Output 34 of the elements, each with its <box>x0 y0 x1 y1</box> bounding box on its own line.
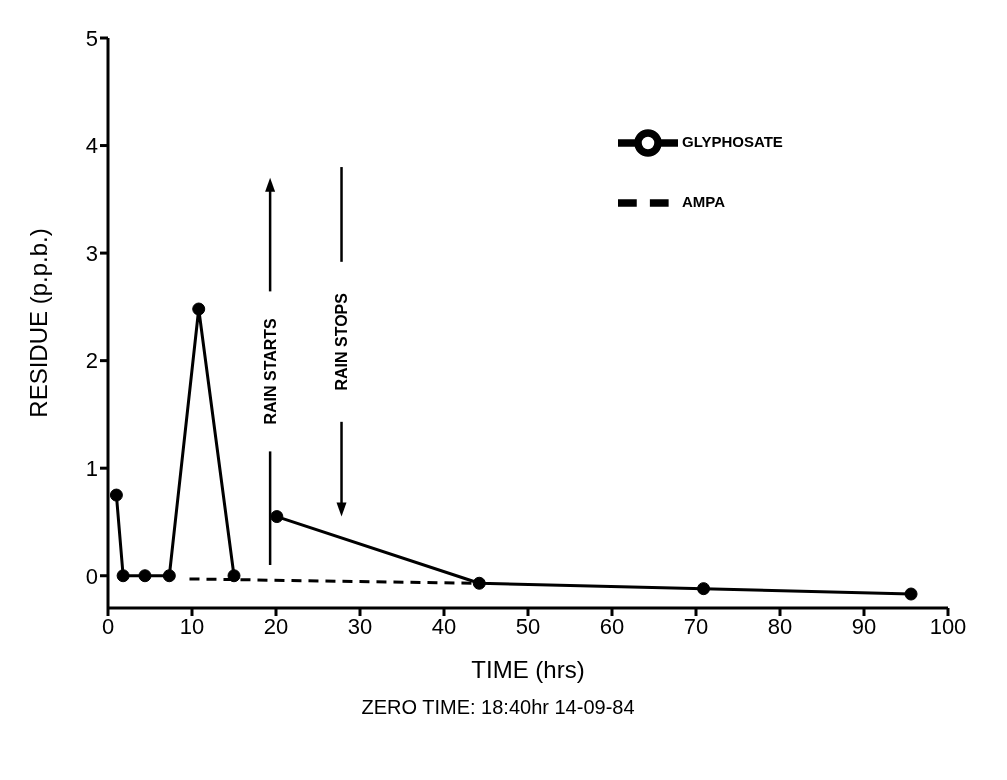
y-tick-label: 3 <box>85 240 98 266</box>
point <box>270 510 284 524</box>
text: ZERO TIME: 18:40hr 14-09-84 <box>360 696 636 719</box>
point <box>227 569 241 583</box>
y-tick-label: 5 <box>85 25 98 51</box>
x-tick-label: 80 <box>767 613 793 639</box>
point <box>162 569 176 583</box>
y-tick-label: 0 <box>85 563 98 589</box>
x-tick-label: 70 <box>683 613 709 639</box>
ref-line-label: RAIN STOPS <box>333 292 351 391</box>
x-tick-label: 0 <box>101 613 115 639</box>
x-tick-label: 40 <box>431 613 457 639</box>
point <box>472 576 486 590</box>
x-tick-label: 100 <box>929 613 967 639</box>
point <box>904 587 918 601</box>
x-tick-label: 20 <box>263 613 289 639</box>
legend-label: AMPA <box>682 192 726 210</box>
x-tick-label: 60 <box>599 613 625 639</box>
y-tick-label: 2 <box>85 348 98 374</box>
ref-line-label: RAIN STARTS <box>261 317 279 425</box>
point <box>109 488 123 502</box>
y-tick-label: 1 <box>85 456 98 481</box>
x-tick-label: 10 <box>179 613 205 639</box>
point <box>697 582 711 596</box>
point <box>138 569 152 583</box>
x-tick-label: 30 <box>347 613 373 639</box>
point <box>192 302 206 316</box>
point <box>116 569 130 583</box>
x-tick-label: 90 <box>851 613 877 639</box>
legend-label: GLYPHOSATE <box>682 132 783 150</box>
x-axis-title: TIME (hrs) <box>471 656 585 683</box>
y-axis-title: RESIDUE (p.p.b.) <box>24 228 52 418</box>
x-tick-label: 50 <box>515 613 541 639</box>
y-tick-label: 4 <box>85 133 98 159</box>
